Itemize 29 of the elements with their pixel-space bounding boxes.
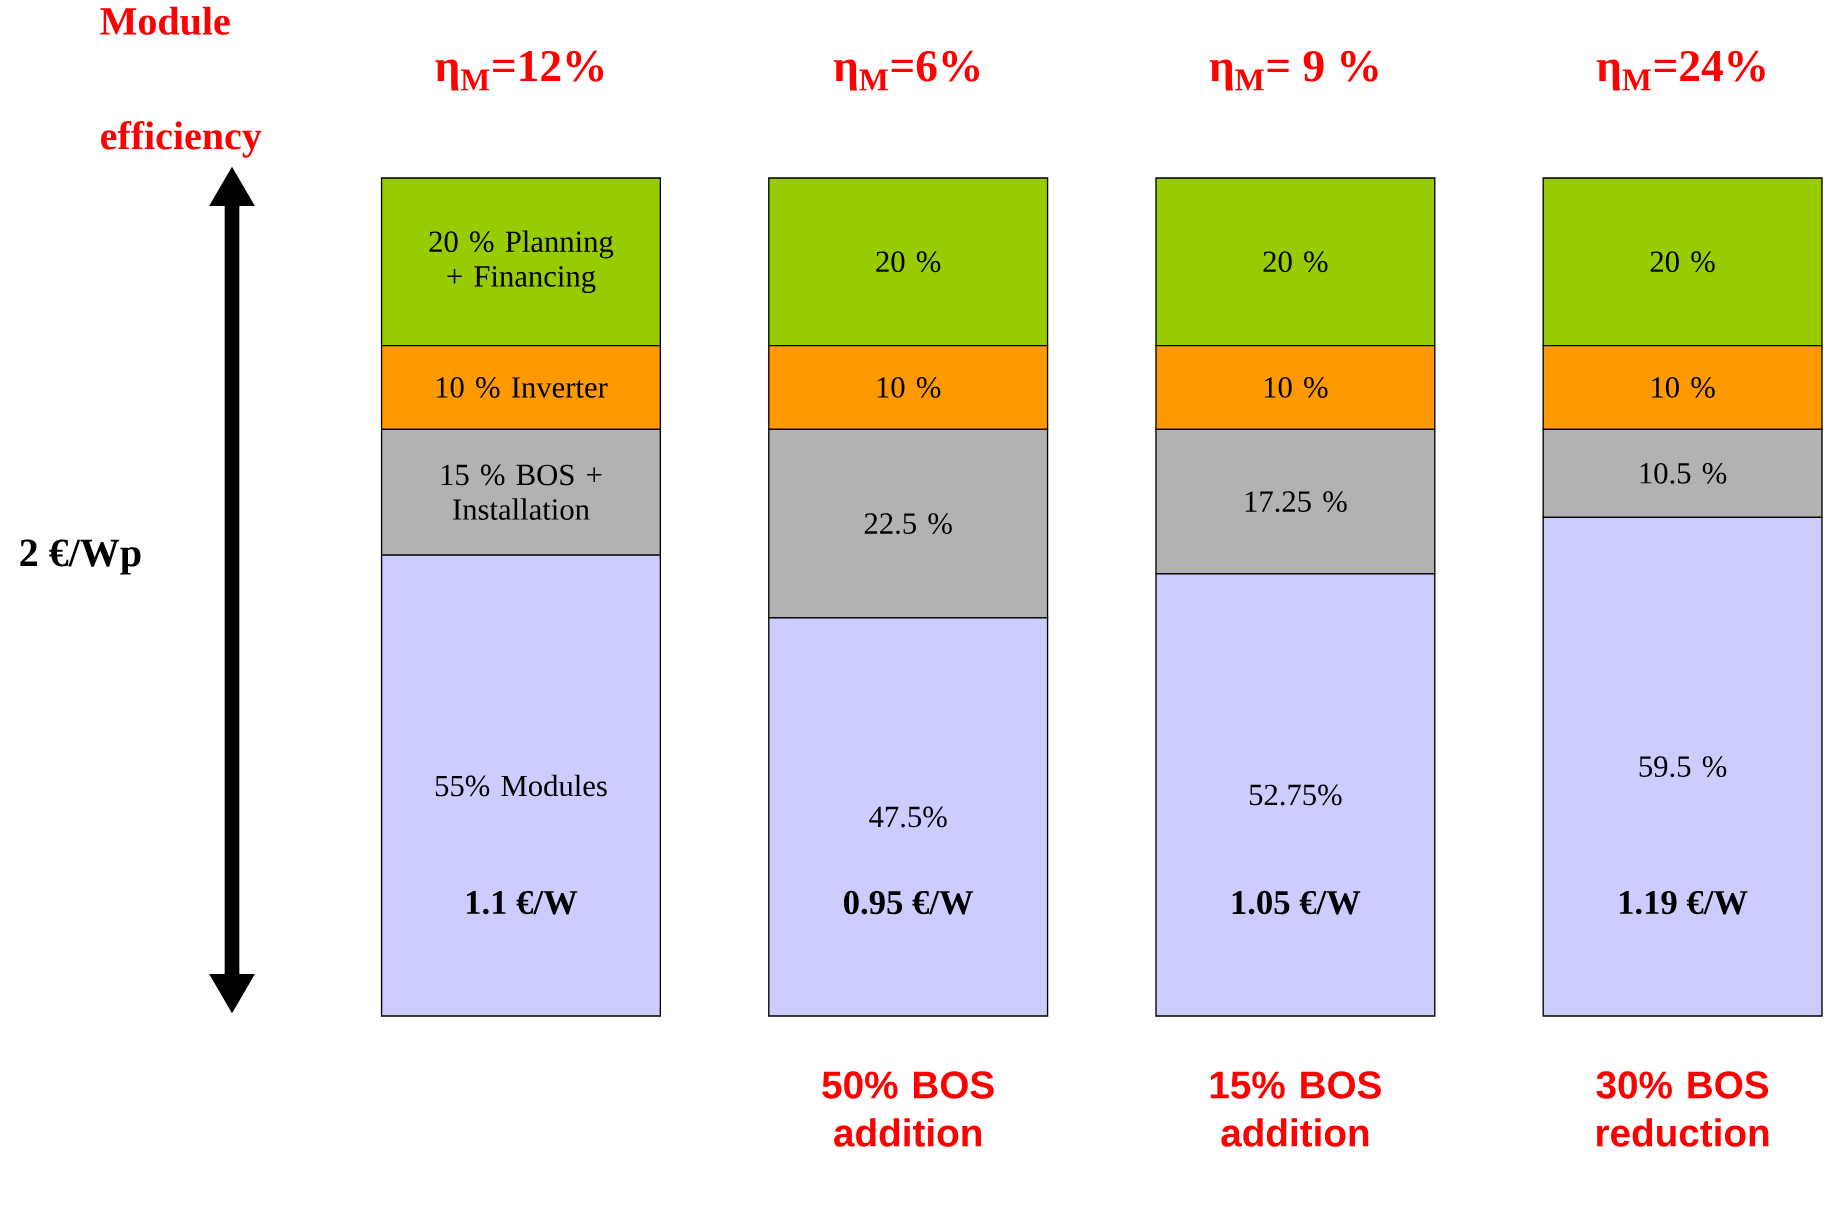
data-label: 20 % <box>1263 251 1328 273</box>
text: 30% BOS reduction <box>1596 1071 1769 1147</box>
text: 15% BOS addition <box>1210 1071 1381 1147</box>
data-label: 17.25 % <box>1245 491 1347 513</box>
data-label: 10.5 % <box>1640 462 1727 484</box>
text: Module efficiency <box>100 6 262 158</box>
data-label: 47.5% <box>869 806 947 828</box>
annotation: 1.1 €/W <box>466 890 578 915</box>
data-label: 10 % <box>1264 377 1328 398</box>
annotation: 1.05 €/W <box>1232 890 1361 915</box>
text: 50% BOS addition <box>822 1071 994 1147</box>
data-label: 52.75% <box>1249 784 1342 806</box>
data-label: 10 % Inverter <box>436 377 608 398</box>
data-label: 10 % <box>1652 377 1715 398</box>
x-tick-label: η$_{M}$=6% <box>833 50 980 91</box>
x-tick-label: η$_{M}$=24% <box>1596 50 1765 91</box>
text: 2 €/Wp <box>20 539 141 575</box>
data-label: 10 % <box>877 377 941 398</box>
x-tick-label: η$_{M}$= 9 % <box>1209 50 1378 91</box>
annotation: 0.95 €/W <box>844 890 974 915</box>
data-label: 59.5 % <box>1639 756 1727 778</box>
data-label: 20 % <box>1650 251 1715 273</box>
data-label: 55% Modules <box>435 774 607 797</box>
annotation: 1.19 €/W <box>1619 890 1748 915</box>
x-tick-label: η$_{M}$=12% <box>435 50 604 91</box>
data-label: 15 % BOS + Installation <box>441 464 602 520</box>
data-label: 22.5 % <box>864 513 952 535</box>
data-label: 20 % Planning + Financing <box>429 230 614 294</box>
data-label: 20 % <box>876 251 941 273</box>
